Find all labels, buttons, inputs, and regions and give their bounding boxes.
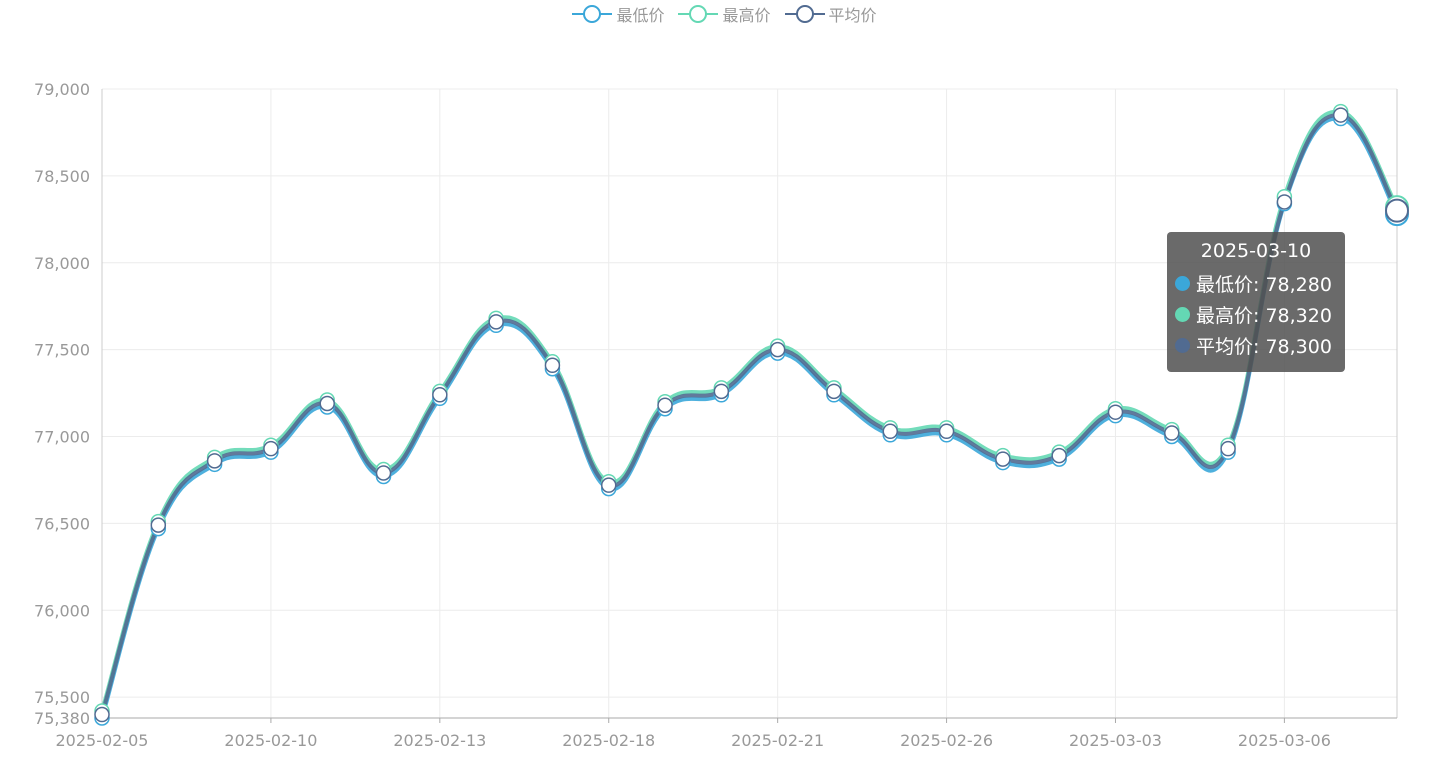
data-point-avg[interactable] [94, 706, 110, 723]
y-tick-label: 75,380 [34, 709, 90, 728]
axes: 75,380 75,500 76,000 76,500 77,000 77,500 78,0… [34, 80, 1398, 750]
x-tick-label: 2025-02-10 [224, 731, 317, 750]
legend-label-max: 最高价 [722, 6, 771, 25]
y-tick-label: 78,000 [34, 254, 90, 273]
data-point-avg[interactable] [1276, 194, 1293, 210]
data-point-avg[interactable] [882, 423, 899, 440]
y-tick-label: 78,500 [34, 167, 90, 186]
tooltip-row: 最高价: 78,320 [1175, 299, 1337, 330]
data-point-avg[interactable] [657, 397, 673, 413]
legend-line-circle-icon [784, 5, 825, 23]
series-dot-icon [1175, 276, 1190, 291]
series-dot-icon [1175, 338, 1190, 353]
data-point-avg[interactable] [995, 451, 1011, 467]
x-tick-label: 2025-02-21 [731, 731, 824, 750]
x-tick-label: 2025-02-05 [56, 731, 149, 750]
legend-item-min[interactable]: 最低价 [572, 2, 664, 26]
tooltip-row: 平均价: 78,300 [1175, 330, 1337, 361]
data-point-avg[interactable] [600, 477, 617, 493]
data-point-avg[interactable] [713, 383, 730, 400]
grid-lines [102, 88, 1397, 718]
x-tick-label: 2025-02-18 [562, 731, 655, 750]
data-point-avg[interactable] [938, 423, 955, 440]
data-point-avg[interactable] [1220, 440, 1236, 457]
legend: 最低价 最高价 平均价 [0, 2, 1449, 26]
y-tick-label: 75,500 [34, 688, 90, 707]
data-point-avg[interactable] [488, 314, 504, 330]
tooltip-row-label: 平均价: 78,300 [1196, 336, 1332, 358]
y-tick-label: 79,000 [34, 80, 90, 99]
x-tick-label: 2025-02-13 [393, 731, 486, 750]
y-tick-label: 76,500 [34, 514, 90, 533]
x-tick-label: 2025-03-06 [1238, 731, 1331, 750]
series-dot-icon [1175, 307, 1190, 322]
data-point-avg[interactable] [544, 357, 561, 374]
legend-label-min: 最低价 [616, 6, 665, 25]
legend-item-max[interactable]: 最高价 [678, 2, 771, 26]
legend-line-circle-icon [572, 5, 613, 23]
x-tick-label: 2025-03-03 [1069, 731, 1162, 750]
data-point-avg[interactable] [375, 465, 392, 481]
data-point-avg[interactable] [1051, 447, 1067, 464]
data-point-avg[interactable] [206, 453, 223, 469]
legend-item-avg[interactable]: 平均价 [784, 2, 877, 26]
y-tick-label: 77,500 [34, 341, 90, 360]
legend-line-circle-icon [678, 5, 719, 23]
tooltip: 2025-03-10 最低价: 78,280 最高价: 78,320 平均价: … [1167, 232, 1345, 372]
series-line-min [100, 116, 1399, 720]
data-point-avg[interactable] [319, 395, 335, 412]
data-point-avg[interactable] [1107, 404, 1124, 420]
data-point-avg[interactable] [769, 341, 786, 358]
data-point-avg[interactable] [150, 517, 167, 533]
series-line-avg [100, 113, 1399, 717]
tooltip-row-label: 最低价: 78,280 [1196, 274, 1332, 296]
x-tick-label: 2025-02-26 [900, 731, 993, 750]
data-point-avg[interactable] [1164, 425, 1180, 441]
series-lines [100, 109, 1399, 720]
legend-label-avg: 平均价 [828, 6, 877, 25]
data-point-avg[interactable] [1385, 198, 1409, 223]
series-line-max [100, 109, 1399, 714]
data-point-avg[interactable] [263, 440, 279, 457]
data-points[interactable] [94, 103, 1409, 726]
tooltip-row-label: 最高价: 78,320 [1196, 305, 1332, 327]
y-tick-label: 77,000 [34, 428, 90, 447]
data-point-avg[interactable] [432, 387, 448, 403]
data-point-avg[interactable] [826, 383, 842, 400]
data-point-avg[interactable] [1332, 107, 1349, 123]
tooltip-row: 最低价: 78,280 [1175, 268, 1337, 299]
tooltip-title: 2025-03-10 [1200, 240, 1312, 262]
y-tick-label: 76,000 [34, 601, 90, 620]
